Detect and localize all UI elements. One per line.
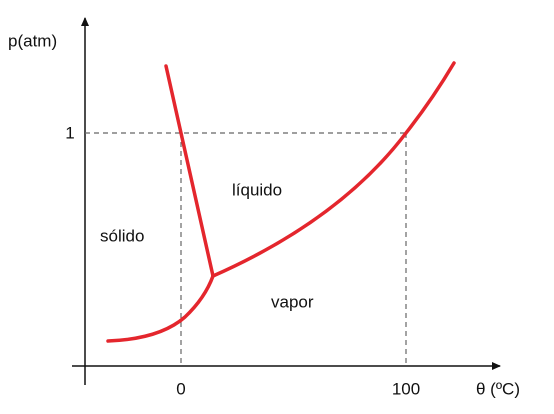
guides [85,132,407,366]
fusion-curve [164,64,215,278]
x-tick-label: 0 [176,379,185,398]
x-axis-label: θ (ºC) [476,379,520,398]
curves [106,61,456,343]
region-label: sólido [100,226,144,245]
region-label: vapor [271,292,314,311]
vaporization-curve [211,61,456,278]
y-tick-label: 1 [65,123,74,142]
y-axis-label: p(atm) [8,31,57,50]
sublimation-curve [106,274,215,343]
region-label: líquido [232,180,282,199]
x-tick-label: 100 [392,379,420,398]
